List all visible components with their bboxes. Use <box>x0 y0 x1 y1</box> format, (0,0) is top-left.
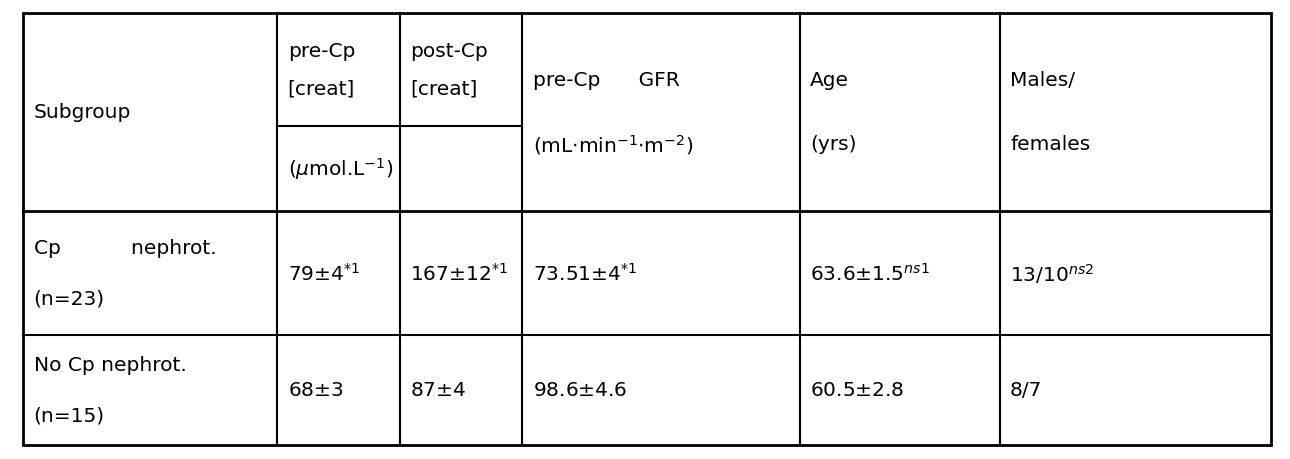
Text: 13/10$^{ns2}$: 13/10$^{ns2}$ <box>1010 261 1094 285</box>
Text: (mL$\cdot$min$^{-1}$$\cdot$m$^{-2}$): (mL$\cdot$min$^{-1}$$\cdot$m$^{-2}$) <box>533 133 693 157</box>
Text: 68$\pm$3: 68$\pm$3 <box>288 381 343 400</box>
Text: Age: Age <box>810 71 849 90</box>
Text: 167$\pm$12$^{*1}$: 167$\pm$12$^{*1}$ <box>410 262 508 284</box>
Text: (n=23): (n=23) <box>34 289 104 308</box>
Text: Subgroup: Subgroup <box>34 103 130 122</box>
Text: pre-Cp      GFR: pre-Cp GFR <box>533 71 680 90</box>
Text: females: females <box>1010 135 1090 154</box>
Text: 8/7: 8/7 <box>1010 381 1042 400</box>
Text: 73.51$\pm$4$^{*1}$: 73.51$\pm$4$^{*1}$ <box>533 262 637 284</box>
Text: [creat]: [creat] <box>410 79 477 98</box>
Text: post-Cp: post-Cp <box>410 42 488 61</box>
Text: 60.5$\pm$2.8: 60.5$\pm$2.8 <box>810 381 904 400</box>
Text: (yrs): (yrs) <box>810 135 857 154</box>
Text: 63.6$\pm$1.5$^{ns1}$: 63.6$\pm$1.5$^{ns1}$ <box>810 262 930 284</box>
Text: 87$\pm$4: 87$\pm$4 <box>410 381 467 400</box>
Text: Cp           nephrot.: Cp nephrot. <box>34 238 217 257</box>
Text: No Cp nephrot.: No Cp nephrot. <box>34 355 186 375</box>
Text: 79$\pm$4$^{*1}$: 79$\pm$4$^{*1}$ <box>288 262 360 284</box>
Text: 98.6$\pm$4.6: 98.6$\pm$4.6 <box>533 381 627 400</box>
Text: (n=15): (n=15) <box>34 406 104 425</box>
Text: pre-Cp: pre-Cp <box>288 42 355 61</box>
Text: ($\mu$mol.L$^{-1}$): ($\mu$mol.L$^{-1}$) <box>288 156 393 182</box>
Text: Males/: Males/ <box>1010 71 1075 90</box>
Text: [creat]: [creat] <box>288 79 355 98</box>
